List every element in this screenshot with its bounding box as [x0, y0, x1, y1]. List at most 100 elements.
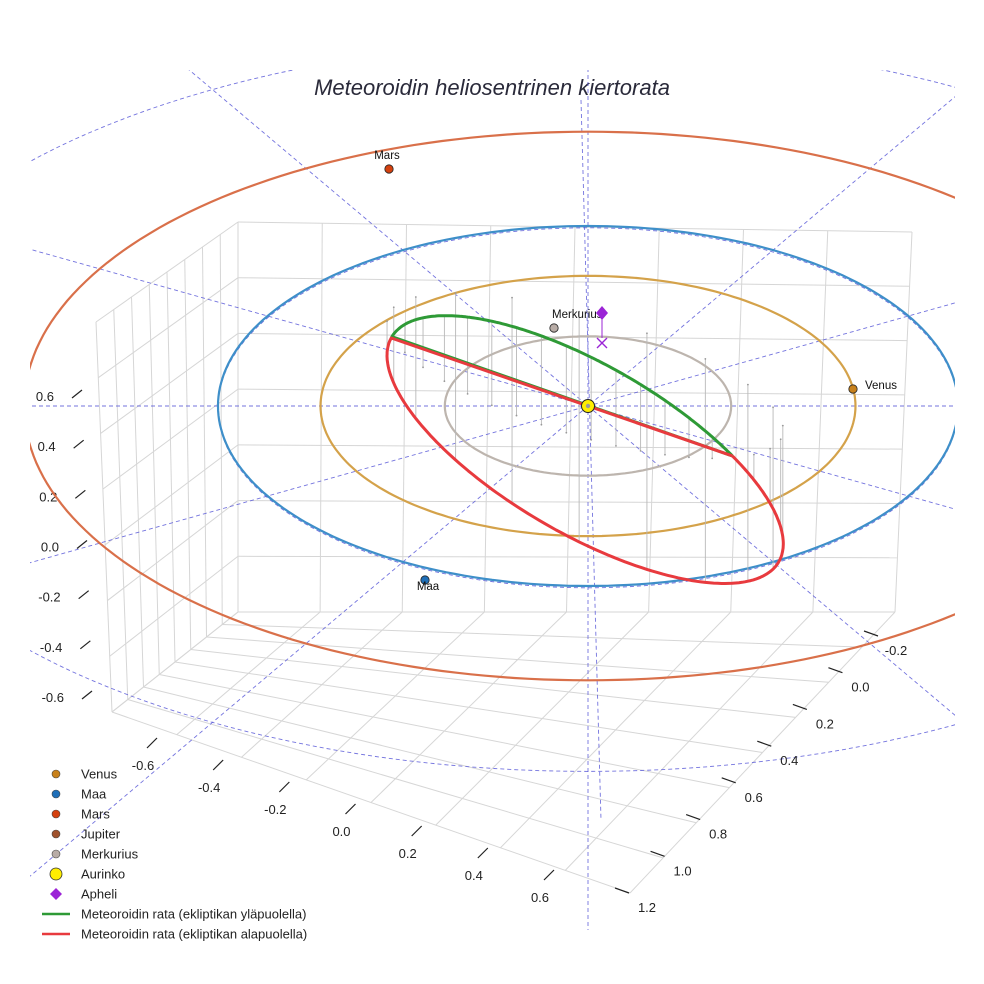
legend-label: Apheli [81, 887, 117, 902]
drop-line-foot [454, 292, 457, 294]
drop-line-foot [753, 453, 755, 456]
y-tick-label: 0.2 [816, 716, 834, 731]
x-tick-label: 0.0 [332, 824, 350, 839]
drop-line-foot [769, 447, 772, 450]
legend-label: Aurinko [81, 867, 125, 882]
drop-line-foot [664, 453, 666, 456]
wall-grid-line [237, 388, 905, 396]
legend-marker [51, 829, 61, 839]
y-tick-label: -0.2 [885, 643, 907, 658]
z-tick-label: 0.0 [41, 540, 59, 555]
wall-grid-line [730, 229, 744, 613]
y-tick-mark [792, 703, 808, 710]
wall-grid-line [131, 296, 144, 688]
x-tick-mark [345, 803, 356, 815]
wall-grid-line [104, 444, 239, 546]
z-tick-mark [71, 389, 83, 399]
x-tick-mark [543, 869, 555, 881]
z-tick-label: -0.4 [40, 640, 62, 655]
wall-grid-line [237, 277, 910, 287]
wall-grid-line [113, 309, 129, 700]
legend-label: Meteoroidin rata (ekliptikan alapuolella… [81, 927, 307, 942]
drop-line-foot [578, 310, 581, 313]
x-tick-label: -0.4 [198, 780, 220, 795]
x-tick-mark [477, 847, 489, 859]
z-tick-mark [79, 640, 91, 650]
drop-line-foot [386, 320, 388, 323]
drop-line-foot [781, 424, 784, 427]
legend-marker [51, 809, 61, 819]
chart-title: Meteoroidin heliosentrinen kiertorata [314, 75, 670, 100]
planet-label: Maa [417, 581, 440, 593]
meteoroid-drop-lines [386, 292, 784, 583]
wall-grid-line [894, 231, 913, 613]
wall-grid-line [237, 444, 903, 450]
drop-line-foot [639, 449, 642, 452]
y-tick-mark [863, 630, 879, 637]
drop-line-foot [414, 296, 417, 298]
planet-mars [384, 164, 394, 174]
reference-vertical-line [580, 99, 602, 821]
legend-label: Meteoroidin rata (ekliptikan yläpuolella… [81, 907, 306, 922]
x-tick-mark [146, 737, 158, 749]
y-tick-label: 1.0 [674, 863, 692, 878]
legend-marker [49, 867, 63, 881]
x-tick-label: 0.2 [399, 846, 417, 861]
drop-line-foot [490, 404, 493, 407]
planet-venus [848, 384, 858, 394]
wall-grid-line [166, 271, 176, 663]
y-tick-mark [650, 850, 665, 857]
z-tick-label: 0.4 [38, 439, 56, 454]
legend-label: Jupiter [81, 827, 121, 842]
y-tick-label: 0.8 [709, 827, 727, 842]
planet-label: Merkurius [552, 309, 603, 321]
y-tick-label: 1.2 [638, 900, 656, 915]
wall-grid-line [107, 500, 239, 601]
wall-grid-line [95, 321, 113, 713]
drop-line-foot [772, 406, 774, 409]
meteoroid-orbit [385, 314, 785, 585]
x-tick-label: -0.2 [264, 802, 286, 817]
axis-ticks: -0.6 -0.4 -0.2 0.0 0.2 0.4 0.6 -0.6 -0.4 -0.2 0.0 0… [36, 389, 907, 915]
drop-line-foot [422, 366, 424, 369]
planet-maa [420, 575, 430, 585]
drop-line-foot [747, 383, 749, 386]
y-tick-label: 0.0 [851, 680, 869, 695]
x-tick-label: 0.6 [531, 890, 549, 905]
y-tick-label: 0.4 [780, 753, 798, 768]
wall-grid-line [483, 225, 492, 613]
drop-line-foot [515, 414, 518, 417]
x-tick-label: -0.6 [132, 758, 154, 773]
orbit-merkurius [443, 335, 733, 477]
planet-label: Venus [865, 380, 897, 392]
x-tick-mark [411, 825, 423, 837]
y-tick-mark [828, 667, 843, 674]
meteoroid-orbit-below [385, 336, 785, 585]
z-tick-mark [74, 489, 86, 499]
legend-label: Maa [81, 787, 107, 802]
y-tick-mark [721, 777, 736, 784]
orbit-venus [319, 274, 857, 538]
wall-grid-line [237, 500, 900, 504]
aphelion-marker [596, 306, 608, 320]
z-tick-mark [73, 439, 85, 449]
reference-radial-line [188, 70, 955, 716]
drop-line-foot [540, 423, 543, 426]
bodies: Venus Maa Mars Merkurius [374, 150, 897, 593]
drop-line-foot [590, 438, 593, 441]
wall-grid-line [237, 555, 898, 559]
legend: Venus Maa Mars Jupiter Merkurius Aurinko Aphel… [42, 767, 307, 942]
wall-grid-line [566, 226, 576, 613]
legend-marker [51, 769, 61, 779]
drop-line-foot [443, 380, 446, 383]
z-tick-label: -0.2 [38, 590, 60, 605]
wall-grid-line [812, 230, 829, 613]
x-tick-label: 0.4 [465, 868, 483, 883]
wall-grid-line [109, 555, 239, 657]
floor-grid-line [370, 611, 567, 803]
drop-line-foot [711, 457, 714, 460]
wall-grid-line [202, 246, 207, 638]
floor-grid-line [241, 611, 403, 758]
drop-line-foot [565, 431, 568, 434]
